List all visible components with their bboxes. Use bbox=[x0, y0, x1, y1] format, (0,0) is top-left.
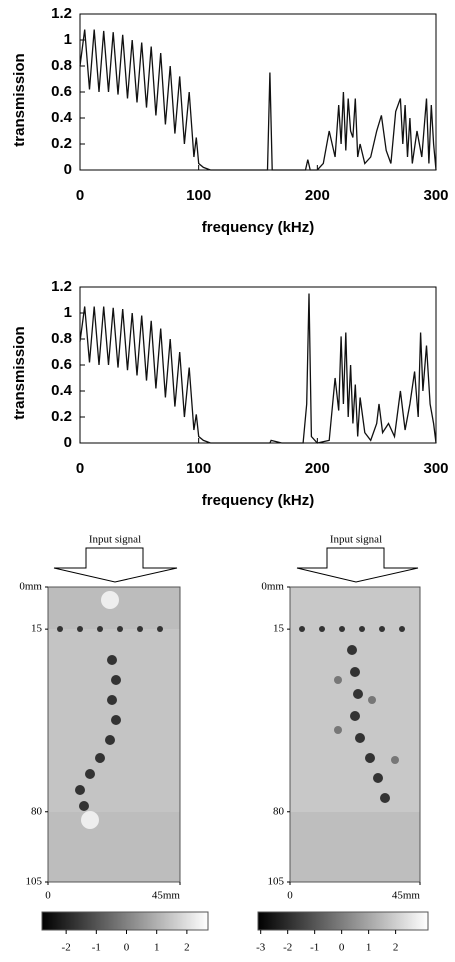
line-series bbox=[79, 29, 437, 171]
colorbar-tick-label: -2 bbox=[62, 942, 71, 954]
input-label: Input signal bbox=[330, 534, 382, 546]
x-tick-label: 300 bbox=[423, 460, 448, 477]
colorbar-tick-label: 1 bbox=[154, 942, 160, 954]
x-tick-label: 0 bbox=[76, 187, 84, 204]
field-pattern bbox=[299, 626, 405, 803]
y-tick-label: 0.2 bbox=[51, 135, 72, 152]
field-band bbox=[290, 812, 420, 882]
y-tick-label: 0 bbox=[64, 161, 72, 178]
y-tick-label: 0 bbox=[64, 434, 72, 451]
line-series bbox=[79, 293, 437, 444]
y-tick-label: 80 bbox=[273, 805, 285, 817]
y-tick-label: 1.2 bbox=[51, 5, 72, 22]
y-tick-label: 15 bbox=[31, 623, 43, 635]
plot-frame bbox=[79, 13, 437, 171]
chart: 0 0.2 0.4 0.6 0.8 1 1.2 0 100 200 300 frequency (kH… bbox=[11, 278, 449, 509]
y-tick-label: 1.2 bbox=[51, 278, 72, 295]
y-tick-label: 0.6 bbox=[51, 83, 72, 100]
x-tick-label: 0 bbox=[287, 890, 293, 902]
colorbar-tick-label: -3 bbox=[256, 942, 266, 954]
x-tick-label: 100 bbox=[186, 460, 211, 477]
y-axis-label: transmission bbox=[11, 326, 28, 419]
colorbar-tick-label: 1 bbox=[366, 942, 372, 954]
colorbar-tick-label: 0 bbox=[124, 942, 130, 954]
colorbar-tick-label: 2 bbox=[184, 942, 190, 954]
y-tick-label: 105 bbox=[268, 876, 285, 888]
y-tick-label: 0.4 bbox=[51, 109, 73, 126]
colorbar-tick-label: -2 bbox=[283, 942, 292, 954]
x-tick-label: 45mm bbox=[392, 890, 421, 902]
chart: 0 0.2 0.4 0.6 0.8 1 1.2 0 100 200 300 frequency (kH… bbox=[11, 5, 449, 236]
x-axis-label: frequency (kHz) bbox=[202, 492, 315, 509]
y-tick-label: 0.6 bbox=[51, 356, 72, 373]
image-frame bbox=[289, 586, 421, 883]
y-tick-label: 15 bbox=[273, 623, 285, 635]
x-axis-label: frequency (kHz) bbox=[202, 219, 315, 236]
field-pattern bbox=[57, 591, 163, 829]
colorbar-tick-label: 2 bbox=[393, 942, 399, 954]
y-tick-label: 1 bbox=[64, 304, 72, 321]
colorbar-tick-label: -1 bbox=[92, 942, 101, 954]
plot-frame bbox=[79, 286, 437, 444]
x-tick-label: 200 bbox=[305, 187, 330, 204]
y-tick-label: 0.4 bbox=[51, 382, 73, 399]
colorbar bbox=[257, 911, 429, 931]
field-band bbox=[48, 812, 180, 882]
y-axis-label: transmission bbox=[11, 53, 28, 146]
y-tick-label: 1 bbox=[64, 31, 72, 48]
x-tick-label: 300 bbox=[423, 187, 448, 204]
y-tick-label: 0.8 bbox=[51, 57, 72, 74]
x-tick-label: 200 bbox=[305, 460, 330, 477]
image-frame bbox=[47, 586, 181, 883]
y-tick-label: 0mm bbox=[261, 581, 284, 593]
input-arrow bbox=[296, 547, 419, 583]
y-tick-label: 80 bbox=[31, 805, 43, 817]
colorbar-tick-label: 0 bbox=[339, 942, 345, 954]
x-tick-label: 45mm bbox=[152, 890, 181, 902]
x-tick-label: 0 bbox=[76, 460, 84, 477]
input-label: Input signal bbox=[89, 534, 141, 546]
x-tick-label: 100 bbox=[186, 187, 211, 204]
colorbar-tick-label: -1 bbox=[310, 942, 319, 954]
y-tick-label: 0.2 bbox=[51, 408, 72, 425]
y-tick-label: 105 bbox=[26, 876, 43, 888]
y-tick-label: 0.8 bbox=[51, 330, 72, 347]
input-arrow bbox=[53, 547, 178, 583]
x-tick-label: 0 bbox=[45, 890, 51, 902]
y-tick-label: 0mm bbox=[19, 581, 42, 593]
colorbar bbox=[41, 911, 209, 931]
